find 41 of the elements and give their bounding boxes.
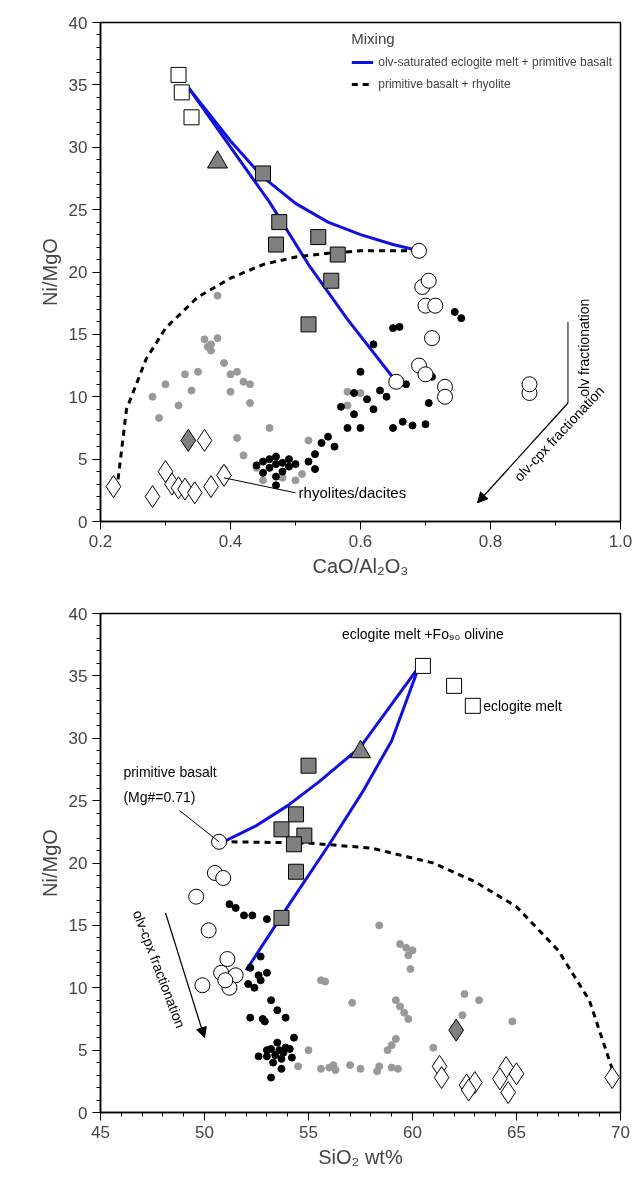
y-tick-label: 10 [68, 387, 88, 407]
x-tick-label: 50 [195, 1122, 214, 1142]
annotation: eclogite melt [483, 697, 562, 714]
y-axis-title: Ni/MgO [38, 829, 61, 897]
annotation: eclogite melt +Fo₉₀ olivine [341, 626, 505, 643]
y-tick-label: 15 [68, 325, 88, 345]
y-tick-label: 30 [68, 729, 88, 749]
y-tick-label: 5 [78, 450, 88, 470]
x-tick-label: 55 [299, 1122, 318, 1142]
y-tick-label: 25 [68, 200, 88, 220]
y-tick-label: 35 [68, 75, 88, 95]
y-tick-label: 5 [78, 1041, 88, 1061]
annotation: primitive basalt [123, 763, 217, 780]
y-tick-label: 25 [68, 791, 88, 811]
y-tick-label: 15 [68, 916, 88, 936]
y-tick-label: 20 [68, 854, 88, 873]
x-tick-label: 60 [403, 1122, 422, 1142]
x-tick-label: 0.8 [478, 531, 503, 551]
x-tick-label: 0.2 [88, 531, 113, 551]
legend-title: Mixing [351, 30, 396, 47]
legend-label: olv-saturated eclogite melt + primitive basalt [378, 55, 612, 69]
x-tick-label: 45 [91, 1122, 110, 1142]
annotation: (Mg#=0.71) [123, 788, 196, 805]
x-tick-label: 1.0 [608, 531, 633, 551]
x-tick-label: 65 [507, 1122, 526, 1142]
y-tick-label: 0 [78, 512, 88, 532]
y-tick-label: 30 [68, 138, 88, 158]
legend-label: primitive basalt + rhyolite [378, 77, 511, 91]
x-axis-title: SiO₂ wt% [318, 1145, 403, 1168]
x-tick-label: 70 [611, 1122, 630, 1142]
x-axis-title: CaO/Al₂O₃ [312, 554, 409, 577]
y-tick-label: 10 [68, 978, 88, 998]
x-tick-label: 0.6 [348, 531, 373, 551]
y-tick-label: 40 [68, 604, 88, 624]
y-tick-label: 35 [68, 666, 88, 686]
y-tick-label: 0 [78, 1103, 88, 1123]
y-tick-label: 20 [68, 263, 88, 282]
y-axis-title: Ni/MgO [38, 238, 61, 306]
annotation: rhyolites/dacites [298, 484, 407, 502]
x-tick-label: 0.4 [218, 531, 243, 551]
y-tick-label: 40 [68, 13, 88, 33]
